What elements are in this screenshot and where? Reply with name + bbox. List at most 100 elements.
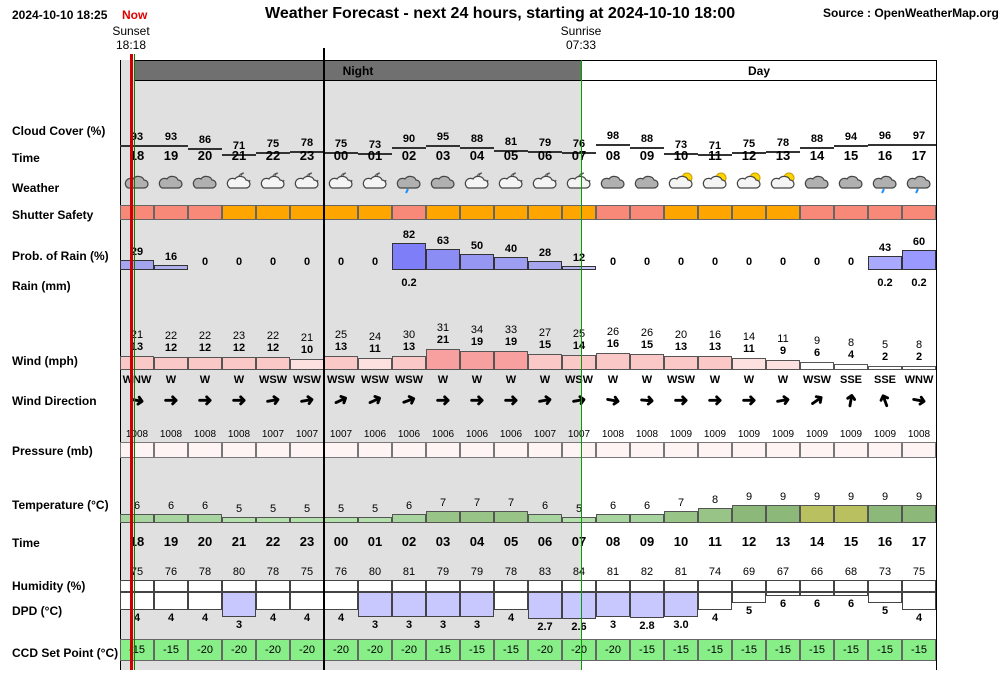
label-cloud-cover: Cloud Cover (%) [12, 124, 106, 138]
ccd-set-point-cell [868, 639, 902, 661]
ccd-set-point-cell [154, 639, 188, 661]
pressure-cell [732, 442, 766, 458]
pressure-value: 1009 [839, 429, 863, 440]
time-label: 03 [435, 148, 451, 163]
prob-rain-baseline [596, 269, 630, 270]
dpd-value: 2.8 [639, 619, 655, 632]
time-label: 01 [367, 148, 383, 163]
timestamp: 2024-10-10 18:25 [12, 8, 108, 22]
ccd-set-point-cell [902, 639, 936, 661]
cloud-cover-value: 96 [878, 130, 892, 143]
label-pressure: Pressure (mb) [12, 444, 93, 458]
ccd-set-point-value: -20 [571, 644, 587, 656]
time-label: 13 [775, 534, 791, 549]
pressure-value: 1009 [737, 429, 761, 440]
cloud-cover-value: 75 [742, 138, 756, 151]
forecast-grid: Night Day 93 18 18 29 21 13 WNW ➜ 1008 6 75 4 -15 93 1… [120, 48, 937, 670]
wind-speed-value: 19 [504, 335, 518, 348]
time-label: 05 [503, 534, 519, 549]
wind-bar [800, 362, 834, 370]
wind-direction-arrow-icon: ➜ [638, 389, 656, 411]
temperature-value: 9 [745, 491, 753, 503]
humidity-cell [324, 580, 358, 592]
prob-rain-baseline [698, 269, 732, 270]
wind-bar [290, 358, 324, 370]
dpd-value: 5 [745, 604, 753, 617]
dpd-bar [222, 592, 256, 617]
ccd-set-point-value: -15 [707, 644, 723, 656]
ccd-set-point-cell [222, 639, 256, 661]
wind-direction-label: W [233, 374, 245, 386]
wind-speed-value: 15 [538, 339, 552, 352]
cloud-icon [838, 175, 863, 189]
prob-rain-baseline [800, 269, 834, 270]
humidity-cell [256, 580, 290, 592]
label-time: Time [12, 151, 40, 165]
moon-cloud-icon [464, 172, 489, 189]
wind-direction-label: W [437, 374, 449, 386]
ccd-set-point-value: -15 [911, 644, 927, 656]
ccd-set-point-value: -15 [129, 644, 145, 656]
temperature-value: 7 [439, 497, 447, 509]
pressure-value: 1008 [227, 429, 251, 440]
wind-bar [664, 355, 698, 370]
time-label: 09 [639, 148, 655, 163]
wind-gust-value: 16 [708, 328, 722, 341]
shutter-safety-cell [766, 205, 800, 220]
temperature-bar [664, 511, 698, 523]
wind-bar [256, 356, 290, 370]
pressure-value: 1008 [193, 429, 217, 440]
wind-direction-label: SSE [873, 374, 896, 386]
cloud-icon [634, 175, 659, 189]
temperature-bar [800, 505, 834, 523]
prob-rain-value: 28 [538, 246, 552, 259]
humidity-value: 78 [266, 566, 280, 578]
prob-rain-bar [120, 260, 154, 270]
cloud-cover-value: 71 [232, 139, 246, 152]
temperature-bar [902, 505, 936, 523]
dpd-bar [154, 592, 188, 610]
time-label: 21 [231, 534, 247, 549]
sun-cloud-icon [702, 172, 727, 189]
time-label: 20 [197, 534, 213, 549]
cloud-cover-value: 75 [266, 138, 280, 151]
sunset-time: 18:18 [115, 38, 147, 52]
dpd-value: 6 [847, 598, 855, 610]
time-label: 10 [673, 148, 689, 163]
time-label: 03 [435, 534, 451, 549]
prob-rain-value: 0 [269, 256, 277, 268]
wind-bar [562, 355, 596, 370]
label-time-bottom: Time [12, 536, 40, 550]
time-label: 11 [708, 148, 722, 163]
time-label: 08 [605, 534, 621, 549]
wind-speed-value: 14 [572, 340, 586, 352]
label-wind: Wind (mph) [12, 354, 78, 368]
ccd-set-point-cell [766, 639, 800, 661]
temperature-bar [494, 511, 528, 523]
wind-direction-arrow-icon: ➜ [673, 390, 689, 410]
wind-direction-label: W [607, 374, 619, 386]
moon-cloud-icon [566, 172, 591, 189]
pressure-value: 1006 [465, 429, 489, 440]
cloud-cover-value: 73 [368, 139, 382, 152]
prob-rain-baseline [732, 269, 766, 270]
time-label: 14 [809, 148, 825, 163]
prob-rain-value: 0 [303, 256, 311, 268]
wind-direction-arrow-icon: ➜ [163, 390, 179, 410]
wind-direction-label: W [743, 374, 755, 386]
humidity-value: 75 [300, 566, 314, 578]
moon-cloud-icon [260, 172, 285, 189]
humidity-value: 78 [504, 566, 518, 578]
wind-speed-value: 10 [300, 343, 314, 356]
wind-direction-label: WSW [564, 374, 594, 386]
wind-speed-value: 2 [915, 350, 923, 363]
prob-rain-value: 60 [912, 236, 926, 249]
wind-gust-value: 27 [538, 327, 552, 340]
cloud-cover-value: 78 [776, 137, 790, 150]
shutter-safety-cell [834, 205, 868, 220]
temperature-bar [120, 514, 154, 523]
wind-speed-value: 13 [334, 340, 348, 353]
cloud-cover-bar [392, 146, 426, 149]
cloud-cover-bar [494, 150, 528, 153]
temperature-bar [324, 517, 358, 523]
